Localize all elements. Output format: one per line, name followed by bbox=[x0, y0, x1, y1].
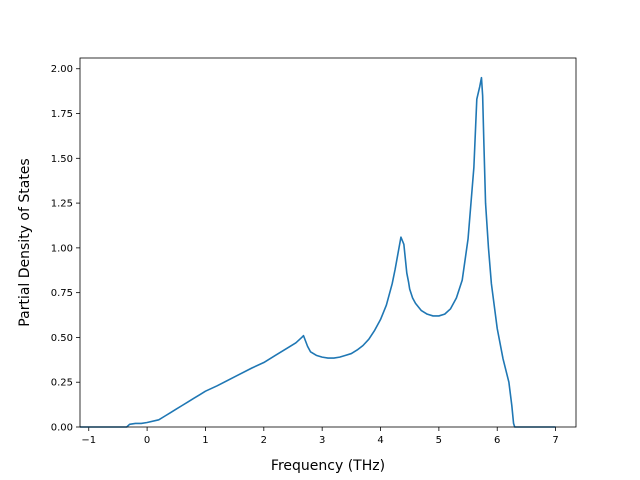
y-tick-label: 1.00 bbox=[51, 243, 73, 254]
y-tick-label: 0.75 bbox=[51, 288, 73, 299]
x-tick-label: 6 bbox=[494, 435, 500, 446]
x-tick-label: 0 bbox=[144, 435, 150, 446]
x-tick-label: −1 bbox=[81, 435, 96, 446]
pdos-series-line bbox=[80, 76, 556, 428]
x-axis-label: Frequency (THz) bbox=[271, 458, 385, 474]
y-tick-label: 1.25 bbox=[51, 199, 73, 210]
x-axis-ticks: −1 0 1 2 3 4 5 6 7 bbox=[81, 427, 559, 446]
y-tick-label: 1.75 bbox=[51, 109, 73, 120]
y-tick-label: 0.00 bbox=[51, 423, 73, 434]
x-tick-label: 4 bbox=[377, 435, 383, 446]
y-tick-label: 0.25 bbox=[51, 378, 73, 389]
x-tick-label: 1 bbox=[202, 435, 208, 446]
y-tick-label: 2.00 bbox=[51, 64, 73, 75]
y-tick-label: 1.50 bbox=[51, 154, 73, 165]
x-tick-label: 7 bbox=[552, 435, 558, 446]
x-tick-label: 2 bbox=[261, 435, 267, 446]
x-tick-label: 5 bbox=[436, 435, 442, 446]
y-axis-label: Partial Density of States bbox=[17, 158, 33, 326]
x-tick-label: 3 bbox=[319, 435, 325, 446]
y-axis-ticks: 0.00 0.25 0.50 0.75 1.00 1.25 1.50 1.75 2.00 bbox=[51, 64, 80, 434]
plot-area-frame bbox=[79, 57, 577, 428]
y-tick-label: 0.50 bbox=[51, 333, 73, 344]
